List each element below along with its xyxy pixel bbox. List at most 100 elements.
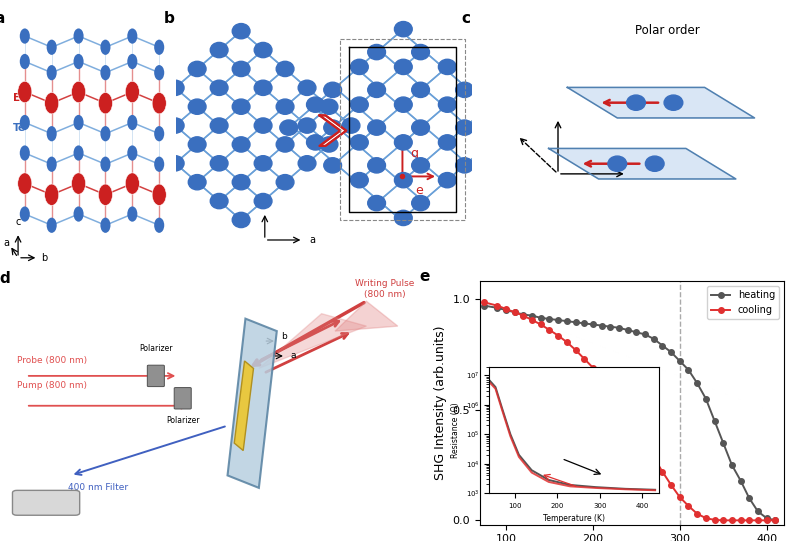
Circle shape (306, 97, 324, 113)
Circle shape (438, 135, 456, 150)
Circle shape (298, 118, 316, 133)
Text: b: b (164, 11, 175, 26)
Circle shape (74, 207, 84, 222)
Text: a: a (0, 11, 5, 26)
Circle shape (438, 97, 456, 113)
Circle shape (608, 156, 626, 171)
Text: a: a (290, 352, 296, 360)
Circle shape (232, 24, 250, 39)
Circle shape (154, 39, 164, 55)
Circle shape (127, 29, 138, 44)
Circle shape (298, 80, 316, 95)
Polygon shape (319, 115, 346, 146)
Circle shape (46, 217, 57, 233)
Circle shape (412, 195, 430, 211)
Circle shape (166, 156, 184, 171)
Circle shape (127, 207, 138, 222)
Text: Polar order: Polar order (635, 24, 699, 37)
Circle shape (482, 135, 500, 150)
Circle shape (394, 210, 412, 226)
Text: Probe (800 nm): Probe (800 nm) (17, 357, 87, 365)
Circle shape (127, 54, 138, 69)
Circle shape (101, 217, 110, 233)
Circle shape (126, 81, 139, 103)
Circle shape (18, 173, 32, 194)
Circle shape (46, 126, 57, 141)
Text: b: b (42, 253, 48, 263)
Circle shape (394, 135, 412, 150)
Circle shape (412, 158, 430, 173)
Circle shape (276, 99, 294, 114)
Circle shape (438, 173, 456, 188)
Circle shape (166, 118, 184, 133)
Circle shape (74, 29, 84, 44)
Circle shape (210, 194, 228, 209)
Text: Polarizer: Polarizer (139, 344, 173, 353)
Circle shape (342, 118, 360, 133)
Circle shape (20, 29, 30, 44)
Circle shape (71, 81, 86, 103)
Circle shape (210, 42, 228, 58)
Circle shape (368, 195, 386, 211)
Circle shape (18, 81, 32, 103)
Circle shape (276, 61, 294, 77)
Circle shape (188, 99, 206, 114)
Circle shape (324, 120, 342, 135)
Circle shape (101, 126, 110, 141)
Circle shape (74, 54, 84, 69)
Circle shape (276, 137, 294, 152)
Circle shape (254, 42, 272, 58)
Text: e: e (415, 184, 422, 197)
Circle shape (499, 120, 518, 135)
Circle shape (74, 146, 84, 161)
Circle shape (412, 120, 430, 135)
Text: Pump (800 nm): Pump (800 nm) (17, 381, 87, 390)
Circle shape (122, 118, 140, 133)
Circle shape (324, 158, 342, 173)
Text: PMT: PMT (37, 498, 55, 507)
Circle shape (20, 207, 30, 222)
Circle shape (232, 175, 250, 190)
Circle shape (412, 82, 430, 97)
Circle shape (210, 118, 228, 133)
Circle shape (144, 137, 162, 152)
Circle shape (188, 137, 206, 152)
Circle shape (154, 217, 164, 233)
Circle shape (154, 126, 164, 141)
Circle shape (210, 156, 228, 171)
Circle shape (101, 65, 110, 80)
Circle shape (20, 54, 30, 69)
Text: Polarizer: Polarizer (166, 416, 199, 425)
Circle shape (166, 80, 184, 95)
Circle shape (46, 39, 57, 55)
Circle shape (152, 93, 166, 114)
Circle shape (438, 60, 456, 75)
Circle shape (254, 156, 272, 171)
Circle shape (154, 156, 164, 172)
Circle shape (46, 156, 57, 172)
Circle shape (254, 80, 272, 95)
Circle shape (350, 135, 368, 150)
Circle shape (626, 95, 646, 110)
Circle shape (254, 118, 272, 133)
FancyBboxPatch shape (147, 365, 164, 387)
Polygon shape (549, 148, 736, 179)
Text: b: b (262, 197, 268, 207)
Circle shape (482, 97, 500, 113)
Circle shape (456, 158, 474, 173)
Text: Te: Te (14, 123, 26, 133)
Text: e: e (419, 269, 430, 284)
Circle shape (394, 97, 412, 113)
Circle shape (456, 82, 474, 97)
Circle shape (126, 173, 139, 194)
Text: a: a (3, 237, 10, 248)
Circle shape (412, 44, 430, 60)
Text: Writing Pulse
(800 nm): Writing Pulse (800 nm) (354, 279, 414, 299)
Circle shape (45, 184, 58, 206)
Circle shape (280, 120, 298, 135)
Circle shape (71, 173, 86, 194)
Circle shape (350, 60, 368, 75)
Text: d: d (0, 272, 10, 286)
FancyBboxPatch shape (13, 490, 80, 515)
Legend: heating, cooling: heating, cooling (707, 286, 779, 319)
